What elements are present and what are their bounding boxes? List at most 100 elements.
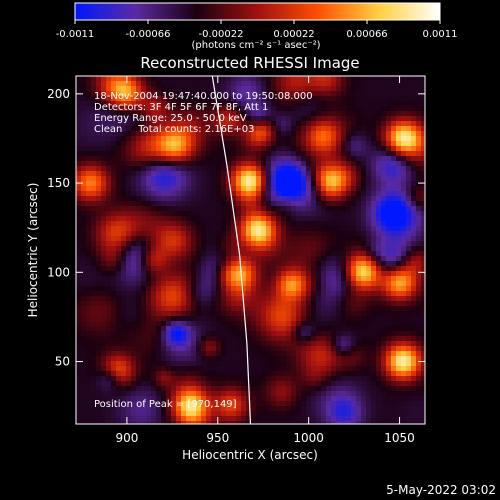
heatmap-cell [176, 286, 182, 292]
heatmap-cell [81, 406, 87, 412]
heatmap-cell [356, 131, 362, 137]
heatmap-cell [96, 181, 102, 187]
heatmap-cell [386, 211, 392, 217]
heatmap-cell [151, 181, 157, 187]
heatmap-cell [226, 201, 232, 207]
heatmap-cell [336, 386, 342, 392]
heatmap-cell [201, 296, 207, 302]
heatmap-cell [421, 106, 425, 112]
heatmap-cell [286, 86, 292, 92]
heatmap-cell [396, 81, 402, 87]
heatmap-cell [96, 186, 102, 192]
heatmap-cell [126, 401, 132, 407]
heatmap-cell [111, 116, 117, 122]
heatmap-cell [346, 236, 352, 242]
heatmap-cell [301, 151, 307, 157]
heatmap-cell [236, 251, 242, 257]
heatmap-cell [401, 356, 407, 362]
heatmap-cell [211, 266, 217, 272]
heatmap-cell [401, 196, 407, 202]
heatmap-cell [346, 126, 352, 132]
heatmap-cell [386, 391, 392, 397]
heatmap-cell [341, 321, 347, 327]
heatmap-cell [386, 186, 392, 192]
heatmap-cell [201, 106, 207, 112]
heatmap-cell [396, 136, 402, 142]
heatmap-cell [76, 281, 82, 287]
heatmap-cell [156, 211, 162, 217]
heatmap-cell [321, 86, 327, 92]
heatmap-cell [311, 251, 317, 257]
heatmap-cell [356, 136, 362, 142]
heatmap-cell [196, 291, 202, 297]
heatmap-cell [141, 266, 147, 272]
heatmap-cell [321, 96, 327, 102]
heatmap-cell [296, 226, 302, 232]
heatmap-cell [181, 246, 187, 252]
heatmap-cell [136, 421, 142, 424]
heatmap-cell [156, 111, 162, 117]
heatmap-cell [271, 396, 277, 402]
heatmap-cell [206, 76, 212, 82]
heatmap-cell [251, 381, 257, 387]
heatmap-cell [86, 271, 92, 277]
heatmap-cell [86, 381, 92, 387]
heatmap-cell [76, 201, 82, 207]
heatmap-cell [136, 131, 142, 137]
heatmap-cell [341, 421, 347, 424]
heatmap-cell [341, 406, 347, 412]
heatmap-cell [306, 271, 312, 277]
heatmap-cell [121, 166, 127, 172]
heatmap-cell [331, 316, 337, 322]
heatmap-cell [116, 416, 122, 422]
heatmap-cell [146, 121, 152, 127]
heatmap-cell [316, 211, 322, 217]
heatmap-cell [361, 256, 367, 262]
heatmap-cell [146, 361, 152, 367]
heatmap-cell [261, 336, 267, 342]
heatmap-cell [366, 86, 372, 92]
heatmap-cell [141, 211, 147, 217]
heatmap-cell [96, 96, 102, 102]
heatmap-cell [296, 386, 302, 392]
heatmap-cell [421, 96, 425, 102]
heatmap-cell [226, 76, 232, 82]
heatmap-cell [221, 331, 227, 337]
heatmap-cell [231, 411, 237, 417]
heatmap-cell [166, 216, 172, 222]
heatmap-cell [106, 376, 112, 382]
heatmap-cell [386, 356, 392, 362]
heatmap-cell [376, 231, 382, 237]
heatmap-cell [236, 181, 242, 187]
heatmap-cell [111, 311, 117, 317]
heatmap-cell [311, 351, 317, 357]
heatmap-cell [381, 351, 387, 357]
heatmap-cell [336, 381, 342, 387]
heatmap-cell [386, 301, 392, 307]
heatmap-cell [306, 381, 312, 387]
heatmap-cell [111, 341, 117, 347]
heatmap-cell [326, 306, 332, 312]
heatmap-cell [201, 261, 207, 267]
heatmap-cell [416, 411, 422, 417]
heatmap-cell [361, 106, 367, 112]
heatmap-cell [151, 91, 157, 97]
heatmap-cell [101, 231, 107, 237]
heatmap-cell [131, 411, 137, 417]
heatmap-cell [91, 126, 97, 132]
heatmap-cell [326, 251, 332, 257]
heatmap-cell [416, 126, 422, 132]
heatmap-cell [391, 241, 397, 247]
heatmap-cell [391, 331, 397, 337]
heatmap-cell [341, 256, 347, 262]
heatmap-cell [366, 391, 372, 397]
heatmap-cell [276, 136, 282, 142]
heatmap-cell [116, 171, 122, 177]
heatmap-cell [141, 351, 147, 357]
heatmap-cell [136, 191, 142, 197]
heatmap-cell [126, 281, 132, 287]
heatmap-cell [346, 326, 352, 332]
heatmap-cell [141, 81, 147, 87]
heatmap-cell [261, 106, 267, 112]
heatmap-cell [271, 356, 277, 362]
